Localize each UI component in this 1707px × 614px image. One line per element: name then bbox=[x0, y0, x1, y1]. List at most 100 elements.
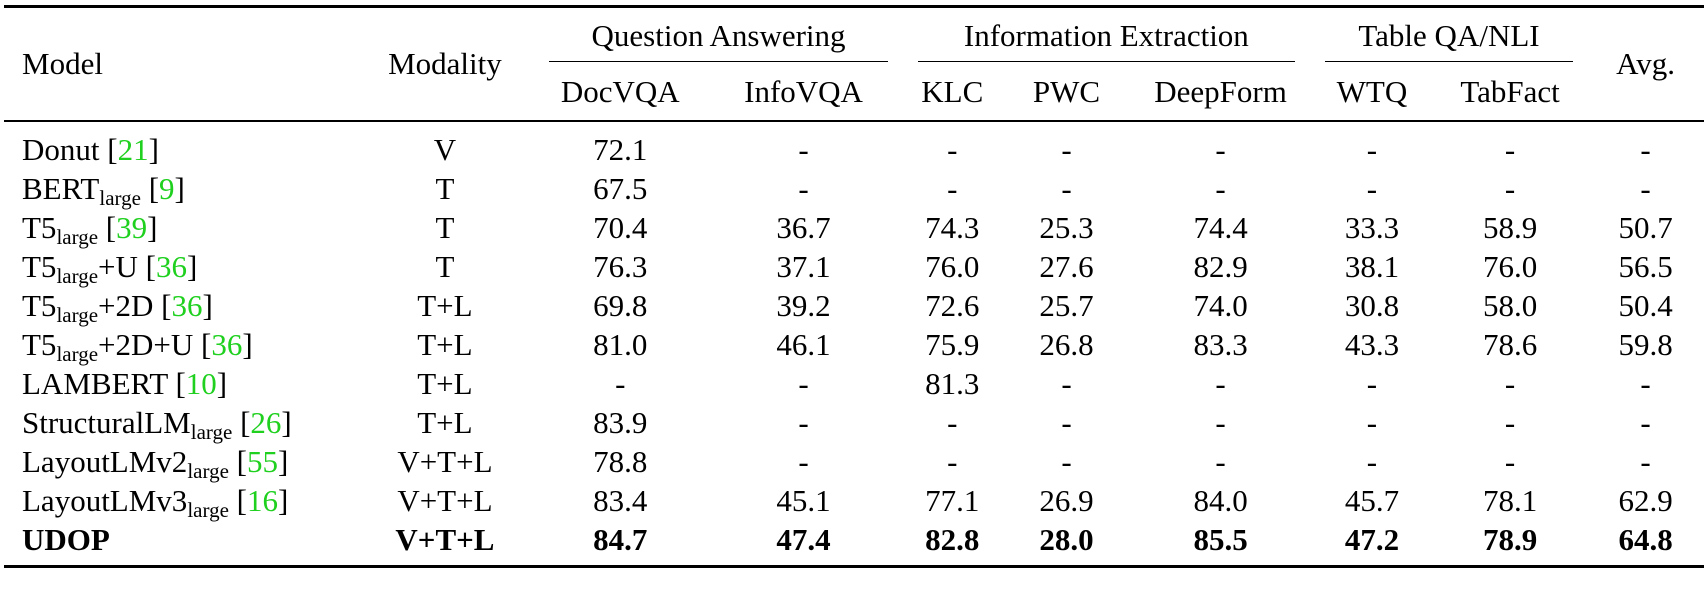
value-cell-docvqa: 70.4 bbox=[593, 210, 648, 245]
model-cell: T5large [39] bbox=[22, 210, 158, 249]
value-cell-avg: 50.4 bbox=[1618, 288, 1673, 323]
citation-link[interactable]: 26 bbox=[250, 405, 282, 440]
citation-link[interactable]: 36 bbox=[155, 249, 187, 284]
model-variant-suffix: +U bbox=[98, 249, 138, 284]
model-name: LayoutLMv2 bbox=[22, 444, 188, 479]
model-cell: T5large+U [36] bbox=[22, 249, 198, 288]
value-cell-klc: 82.8 bbox=[925, 522, 980, 557]
model-cell: StructuralLMlarge [26] bbox=[22, 405, 292, 444]
model-name: BERT bbox=[22, 171, 100, 206]
value-cell-klc: 76.0 bbox=[925, 249, 980, 284]
value-cell-deepform: 84.0 bbox=[1193, 483, 1248, 518]
group-label-ie: Information Extraction bbox=[963, 18, 1249, 53]
table-row: UDOP V+T+L 84.7 47.4 82.8 28.0 85.5 47.2 78.9 64.… bbox=[4, 520, 1704, 567]
value-cell-wtq: 33.3 bbox=[1344, 210, 1400, 245]
group-underline-ie bbox=[917, 61, 1295, 62]
citation-link[interactable]: 36 bbox=[171, 288, 203, 323]
header-col-docvqa: DocVQA bbox=[560, 74, 680, 109]
value-cell-docvqa: 78.8 bbox=[593, 444, 648, 479]
value-cell-pwc: 28.0 bbox=[1039, 522, 1094, 557]
value-cell-docvqa: - bbox=[615, 366, 626, 401]
header-group-question-answering: Question Answering bbox=[535, 8, 902, 64]
value-cell-deepform: 83.3 bbox=[1193, 327, 1248, 362]
model-variant-suffix: +2D+U bbox=[98, 327, 194, 362]
results-table: Model Modality Question Answering Inform… bbox=[4, 5, 1704, 569]
citation-link[interactable]: 16 bbox=[246, 483, 278, 518]
value-cell-tabfact: 76.0 bbox=[1482, 249, 1538, 284]
value-cell-pwc: - bbox=[1061, 171, 1072, 206]
model-size-subscript: large bbox=[187, 498, 229, 522]
bottom-rule bbox=[4, 565, 1704, 569]
model-size-subscript: large bbox=[56, 342, 99, 366]
model-cell: Donut [21] bbox=[22, 132, 159, 167]
table-row: BERTlarge [9] T 67.5 - - - - - - - bbox=[4, 169, 1704, 210]
model-cell: LayoutLMv3large [16] bbox=[22, 483, 289, 522]
value-cell-avg: 50.7 bbox=[1618, 210, 1673, 245]
value-cell-infovqa: 45.1 bbox=[776, 483, 831, 518]
model-size-subscript: large bbox=[56, 264, 99, 288]
value-cell-tabfact: - bbox=[1504, 366, 1516, 401]
citation-link[interactable]: 39 bbox=[116, 210, 148, 245]
value-cell-infovqa: - bbox=[798, 444, 809, 479]
group-label-qa: Question Answering bbox=[591, 18, 846, 53]
value-cell-wtq: - bbox=[1366, 171, 1378, 206]
value-cell-tabfact: 58.0 bbox=[1482, 288, 1538, 323]
model-name: T5 bbox=[22, 249, 57, 284]
model-size-subscript: large bbox=[190, 420, 233, 444]
value-cell-avg: 62.9 bbox=[1618, 483, 1673, 518]
top-rule bbox=[4, 5, 1704, 9]
header-col-wtq: WTQ bbox=[1336, 74, 1408, 109]
value-cell-docvqa: 72.1 bbox=[593, 132, 648, 167]
table-row: Donut [21] V 72.1 - - - - - - - bbox=[4, 121, 1704, 169]
header-group-information-extraction: Information Extraction bbox=[902, 8, 1311, 64]
header-row-columns: DocVQA InfoVQA KLC PWC DeepForm WTQ TabF… bbox=[4, 64, 1704, 121]
value-cell-wtq: 43.3 bbox=[1344, 327, 1400, 362]
value-cell-klc: - bbox=[947, 171, 958, 206]
header-row-groups: Model Modality Question Answering Inform… bbox=[4, 8, 1704, 81]
model-name: T5 bbox=[22, 210, 57, 245]
modality-cell: V bbox=[433, 132, 457, 167]
table-row: StructuralLMlarge [26] T+L 83.9 - - - - - - - bbox=[4, 403, 1704, 444]
value-cell-infovqa: 46.1 bbox=[776, 327, 831, 362]
value-cell-klc: 75.9 bbox=[925, 327, 980, 362]
citation-link[interactable]: 55 bbox=[246, 444, 278, 479]
table-row: T5large+2D [36] T+L 69.8 39.2 72.6 25.7 74.0 30… bbox=[4, 286, 1704, 326]
value-cell-deepform: - bbox=[1215, 405, 1226, 440]
table-body: Donut [21] V 72.1 - - - - - - - BERTlarge [9] T 67.5… bbox=[4, 121, 1704, 567]
value-cell-deepform: - bbox=[1215, 366, 1226, 401]
value-cell-avg: - bbox=[1640, 132, 1651, 167]
value-cell-infovqa: 39.2 bbox=[776, 288, 831, 323]
value-cell-docvqa: 84.7 bbox=[593, 522, 648, 557]
table-row: T5large [39] T 70.4 36.7 74.3 25.3 74.4 33.3 58.… bbox=[4, 208, 1704, 249]
value-cell-deepform: 82.9 bbox=[1193, 249, 1248, 284]
value-cell-deepform: 74.0 bbox=[1193, 288, 1248, 323]
citation-link[interactable]: 36 bbox=[211, 327, 243, 362]
model-size-subscript: large bbox=[99, 186, 141, 210]
value-cell-pwc: 25.3 bbox=[1039, 210, 1094, 245]
citation-link[interactable]: 9 bbox=[159, 171, 175, 206]
modality-cell: V+T+L bbox=[397, 483, 493, 518]
value-cell-wtq: 38.1 bbox=[1344, 249, 1400, 284]
citation-link[interactable]: 21 bbox=[117, 132, 149, 167]
model-name: LAMBERT bbox=[22, 366, 168, 401]
header-modality: Modality bbox=[388, 46, 502, 81]
citation-link[interactable]: 10 bbox=[185, 366, 217, 401]
model-name: StructuralLM bbox=[22, 405, 191, 440]
value-cell-avg: 56.5 bbox=[1618, 249, 1673, 284]
value-cell-infovqa: - bbox=[798, 132, 809, 167]
value-cell-docvqa: 76.3 bbox=[593, 249, 648, 284]
model-cell: T5large+2D+U [36] bbox=[22, 327, 253, 366]
table-row: T5large+U [36] T 76.3 37.1 76.0 27.6 82.9 38.1 7… bbox=[4, 247, 1704, 288]
header-col-deepform: DeepForm bbox=[1154, 74, 1287, 109]
header-avg: Avg. bbox=[1616, 46, 1675, 81]
value-cell-deepform: 74.4 bbox=[1193, 210, 1248, 245]
value-cell-pwc: 26.9 bbox=[1039, 483, 1094, 518]
modality-cell: T+L bbox=[417, 327, 473, 362]
header-model: Model bbox=[22, 46, 103, 81]
header-col-infovqa: InfoVQA bbox=[744, 74, 863, 109]
value-cell-pwc: 27.6 bbox=[1039, 249, 1094, 284]
modality-cell: V+T+L bbox=[397, 444, 493, 479]
value-cell-klc: 77.1 bbox=[925, 483, 980, 518]
value-cell-infovqa: - bbox=[798, 405, 809, 440]
